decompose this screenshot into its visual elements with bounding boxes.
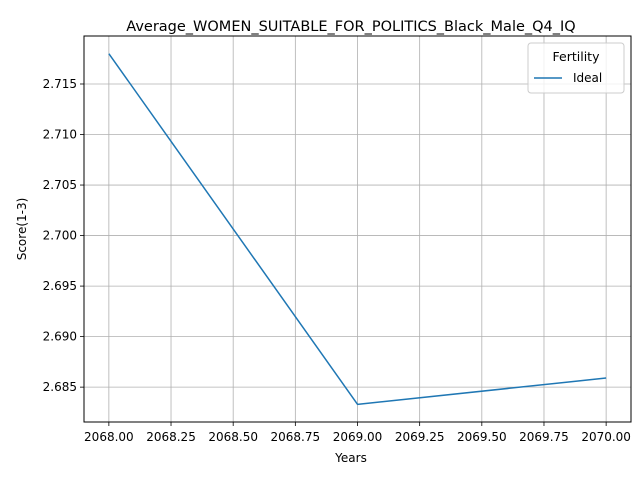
series-line-ideal [108,53,607,406]
x-tick-label: 2069.75 [519,430,569,444]
y-tick-label: 2.685 [43,380,77,394]
series-layer [108,53,607,406]
x-tick-label: 2069.00 [333,430,383,444]
grid [84,36,631,422]
chart-title: Average_WOMEN_SUITABLE_FOR_POLITICS_Blac… [126,19,575,35]
legend: Fertility Ideal [527,42,625,94]
legend-box [527,42,625,94]
y-tick-label: 2.695 [43,279,77,293]
y-tick-label: 2.690 [43,330,77,344]
x-tick-label: 2068.75 [271,430,321,444]
y-tick-label: 2.710 [43,128,77,142]
x-axis: 2068.00 2068.25 2068.50 2068.75 2069.00 2069.… [84,422,631,444]
x-tick-label: 2068.50 [208,430,258,444]
legend-label-ideal: Ideal [573,71,602,85]
x-tick-label: 2069.50 [457,430,507,444]
x-tick-label: 2070.00 [581,430,631,444]
y-tick-label: 2.715 [43,77,77,91]
y-axis-label: Score(1-3) [15,198,29,261]
x-tick-label: 2068.00 [84,430,134,444]
x-tick-label: 2068.25 [146,430,196,444]
x-axis-label: Years [334,451,367,465]
legend-title: Fertility [553,49,601,64]
x-tick-label: 2069.25 [395,430,445,444]
y-tick-label: 2.700 [43,229,77,243]
y-axis: 2.685 2.690 2.695 2.700 2.705 2.710 2.715 [43,77,84,394]
y-tick-label: 2.705 [43,178,77,192]
